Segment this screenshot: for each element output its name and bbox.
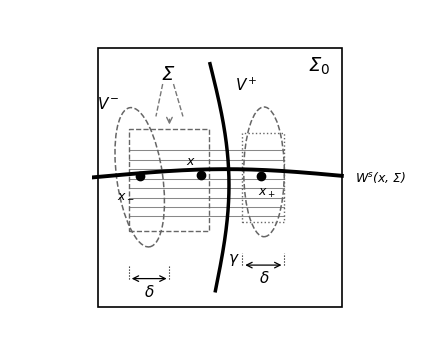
Text: Σ$_0$: Σ$_0$ [308, 56, 331, 77]
Text: V$^+$: V$^+$ [235, 77, 258, 94]
Text: W$^s$(x, Σ): W$^s$(x, Σ) [355, 170, 406, 185]
Bar [129, 128, 209, 231]
Text: x$_+$: x$_+$ [258, 187, 276, 200]
Text: Σ: Σ [162, 65, 174, 84]
Text: δ: δ [144, 285, 154, 300]
Text: x$_-$: x$_-$ [117, 188, 135, 201]
Text: x: x [186, 155, 194, 168]
FancyBboxPatch shape [98, 47, 342, 307]
Text: γ: γ [229, 251, 238, 266]
Bar [242, 133, 284, 222]
Text: δ: δ [259, 271, 269, 286]
Text: V$^-$: V$^-$ [97, 96, 120, 112]
